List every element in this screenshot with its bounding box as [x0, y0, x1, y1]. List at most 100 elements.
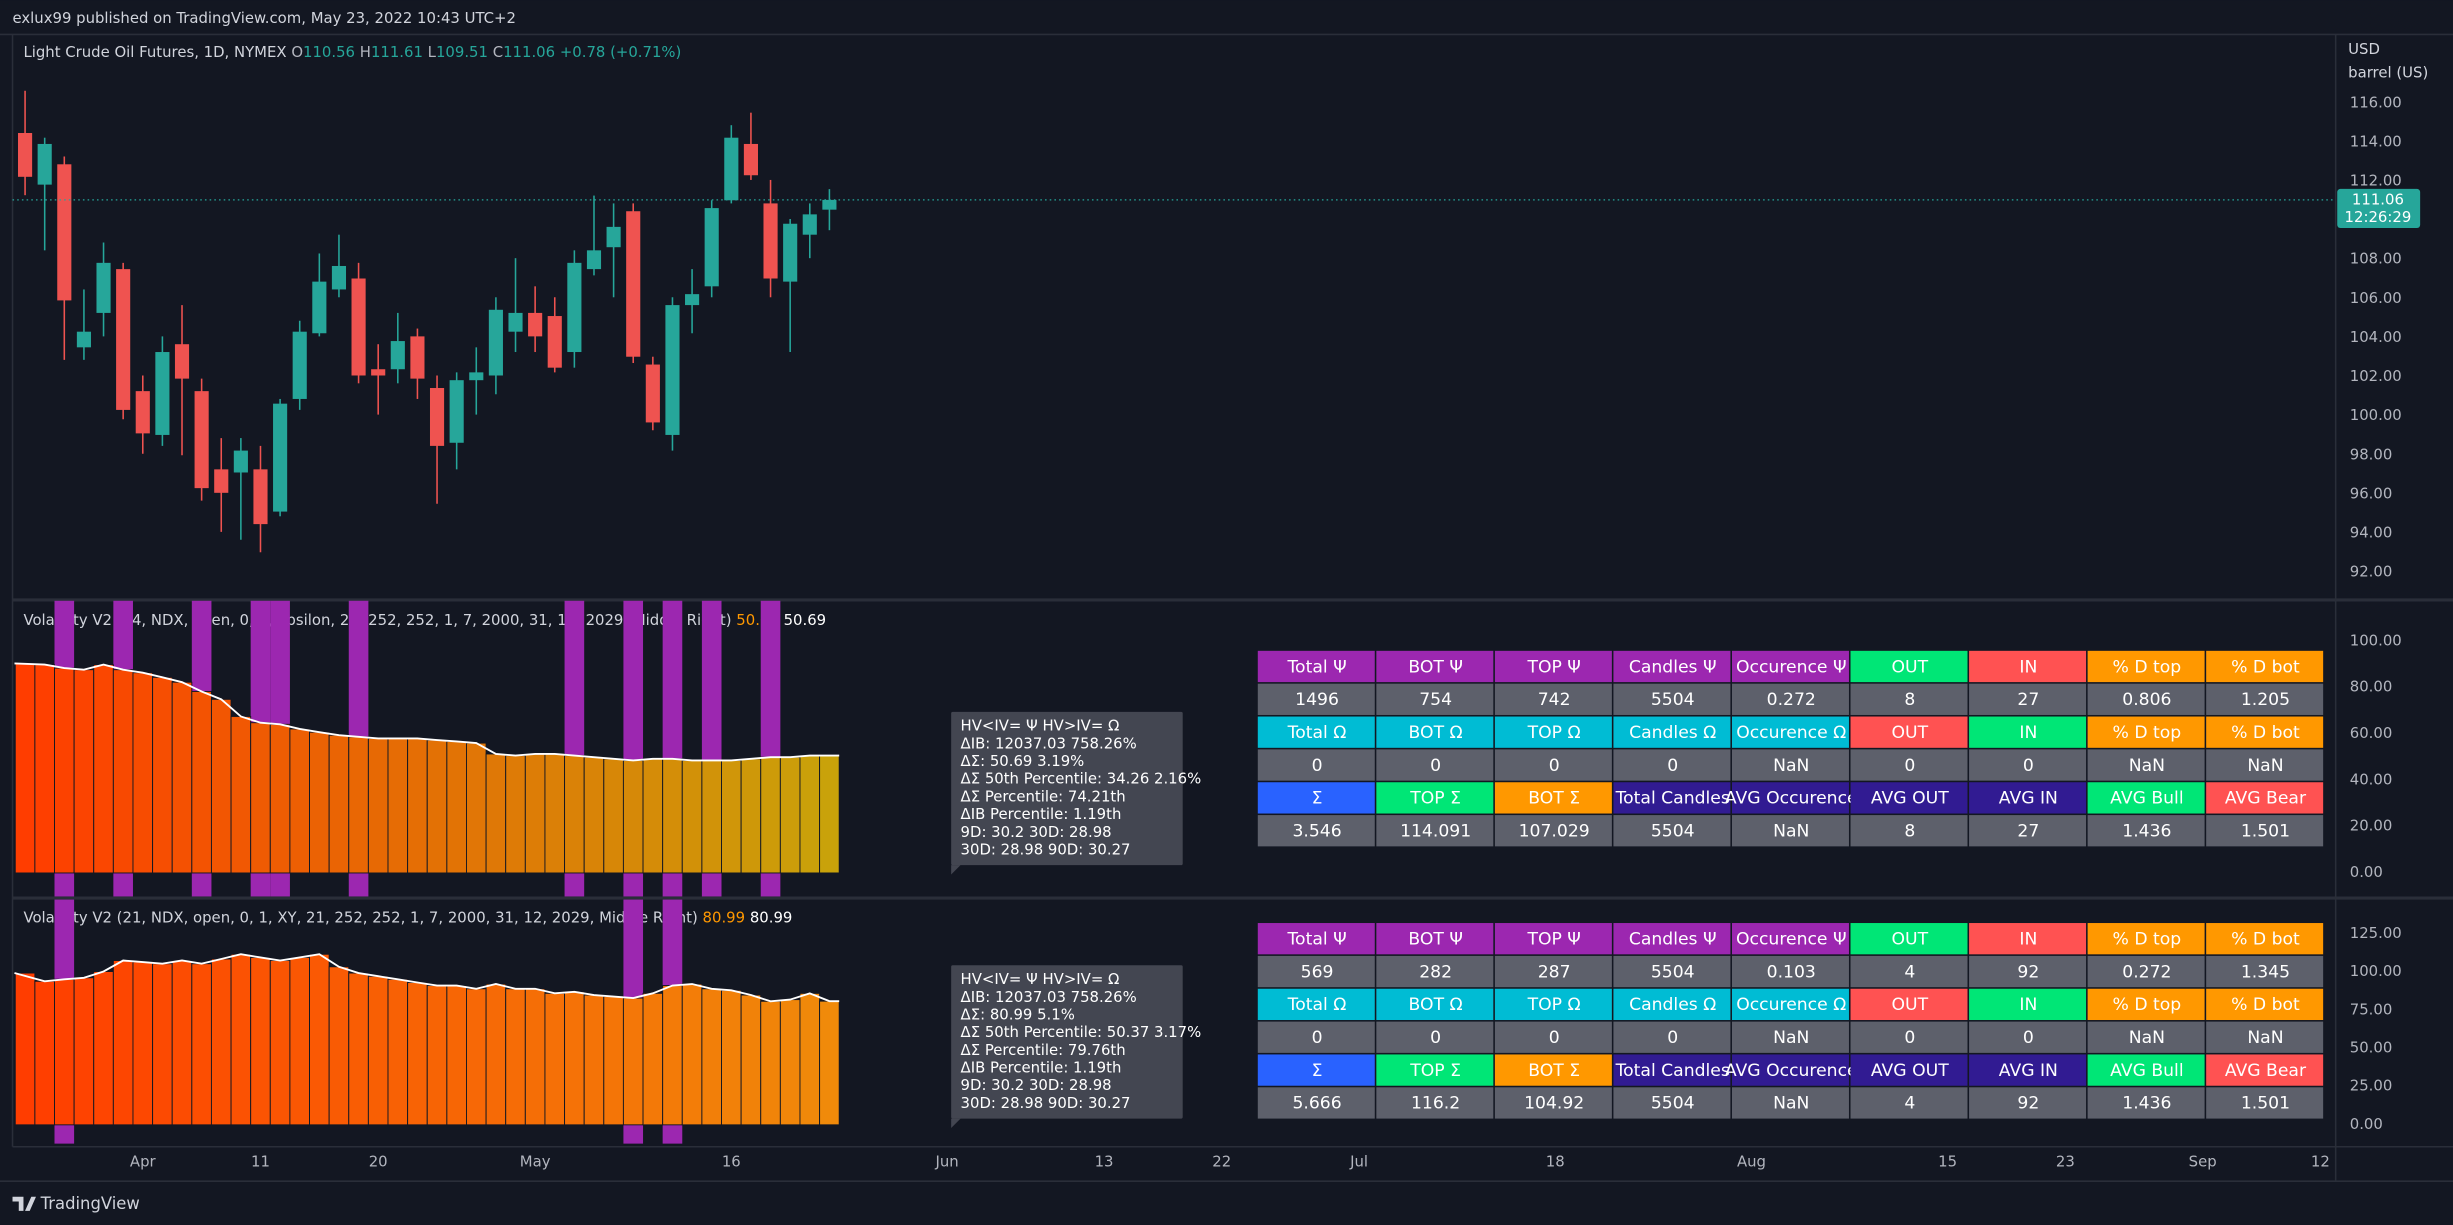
x-tick-label: 12 — [2311, 1152, 2330, 1170]
table-cell-bg — [1969, 749, 2087, 781]
table-cell: 3.546 — [1292, 822, 1341, 842]
table-cell: 1.345 — [2241, 962, 2290, 982]
candle-body — [508, 312, 523, 332]
table-cell: 5504 — [1651, 962, 1695, 982]
table-cell-bg — [1257, 815, 1375, 847]
table-cell-bg — [1376, 650, 1494, 683]
bar — [34, 664, 55, 874]
x-tick-label: Apr — [130, 1152, 157, 1170]
table-cell-bg — [2206, 815, 2324, 847]
table-cell: OUT — [1891, 657, 1928, 677]
tooltip-line: ΔΣ 50th Percentile: 50.37 3.17% — [961, 1023, 1202, 1041]
bar — [269, 960, 291, 1126]
candle-body — [174, 344, 190, 379]
table-cell-bg — [2087, 1054, 2205, 1086]
table-cell: AVG Bull — [2110, 1061, 2183, 1081]
candle-body — [57, 164, 72, 301]
table-cell-bg — [1613, 815, 1731, 847]
table-cell-bg — [1376, 782, 1494, 814]
table-cell-bg — [1850, 815, 1968, 847]
table-cell: IN — [2019, 929, 2037, 949]
candle-body — [606, 226, 621, 248]
candle-body — [351, 278, 366, 376]
bar — [171, 960, 193, 1126]
table-cell-bg — [2206, 1054, 2324, 1086]
tooltip-line: 9D: 30.2 30D: 28.98 — [961, 1076, 1112, 1094]
table-cell-bg — [2206, 683, 2324, 715]
bar — [779, 999, 801, 1126]
candle-body — [371, 369, 386, 376]
bar — [250, 722, 271, 874]
tooltip-line: ΔΣ: 80.99 5.1% — [961, 1005, 1075, 1023]
table-cell-bg — [2087, 923, 2205, 955]
table-cell-bg — [1494, 923, 1612, 955]
bar — [309, 731, 330, 874]
table-cell-bg — [1494, 749, 1612, 781]
x-tick-label: Aug — [1737, 1152, 1766, 1170]
table-cell-bg — [1494, 1054, 1612, 1086]
y-tick-label: 0.00 — [2350, 863, 2383, 881]
table-cell: 0 — [1549, 1028, 1560, 1048]
table-cell-bg — [1376, 716, 1494, 748]
table-cell: AVG OUT — [1871, 789, 1949, 809]
table-cell-bg — [1257, 683, 1375, 715]
table-cell-bg — [2206, 650, 2324, 683]
indicator-value: 80.99 — [750, 908, 793, 926]
candle-body — [822, 199, 837, 210]
table-cell: TOP Ω — [1527, 995, 1581, 1015]
table-cell-bg — [1969, 923, 2087, 955]
tooltip-line: ΔIB Percentile: 1.19th — [961, 1059, 1122, 1077]
table-cell-bg — [1731, 1087, 1849, 1119]
table-cell-bg — [1494, 1087, 1612, 1119]
table-cell: OUT — [1891, 929, 1928, 949]
bar — [328, 734, 350, 874]
table-cell: 1.436 — [2122, 1094, 2171, 1114]
candle-body — [449, 380, 464, 443]
indicator-value: 50.69 — [784, 611, 827, 629]
candle-body — [528, 312, 543, 337]
candle-body — [76, 331, 91, 348]
bar — [387, 978, 409, 1126]
bar — [544, 753, 566, 874]
table-cell-bg — [1969, 1054, 2087, 1086]
bar — [387, 737, 409, 874]
tooltip-box — [951, 965, 1183, 1119]
bar — [524, 988, 546, 1126]
table-cell-bg — [1376, 749, 1494, 781]
bar — [819, 755, 840, 874]
table-cell-bg — [1969, 815, 2087, 847]
table-cell-bg — [1731, 716, 1849, 748]
bar — [407, 982, 428, 1126]
y-tick-label: 116.00 — [2350, 93, 2402, 111]
table-cell-bg — [2206, 988, 2324, 1021]
table-cell: 742 — [1538, 690, 1571, 710]
value-line — [14, 662, 840, 762]
table-cell: % D bot — [2231, 929, 2300, 949]
candle-body — [743, 143, 758, 176]
ohlc-prefix: H — [360, 43, 371, 61]
table-cell: 116.2 — [1411, 1094, 1460, 1114]
y-tick-label: 104.00 — [2350, 328, 2402, 346]
table-cell: 0 — [1667, 756, 1678, 776]
table-cell-bg — [1494, 988, 1612, 1021]
tooltip-line: ΔIB: 12037.03 758.26% — [961, 988, 1137, 1006]
candle-body — [331, 265, 347, 290]
candle-body — [18, 133, 33, 177]
table-cell: 114.091 — [1400, 822, 1471, 842]
bar — [250, 956, 271, 1126]
table-cell-bg — [1850, 1054, 1968, 1086]
bar — [485, 983, 507, 1126]
y-tick-label: 98.00 — [2350, 445, 2393, 463]
bar — [407, 737, 428, 874]
table-cell: % D top — [2113, 657, 2182, 677]
table-cell: 107.029 — [1519, 822, 1590, 842]
bar — [485, 753, 507, 874]
ohlc-value: 111.61 — [371, 43, 423, 61]
bar — [466, 988, 487, 1126]
table-cell: 27 — [2017, 690, 2039, 710]
bar — [740, 758, 762, 874]
bar — [564, 991, 585, 1126]
y-tick-label: 60.00 — [2350, 724, 2393, 742]
table-cell-bg — [1613, 1087, 1731, 1119]
bar — [367, 737, 389, 874]
